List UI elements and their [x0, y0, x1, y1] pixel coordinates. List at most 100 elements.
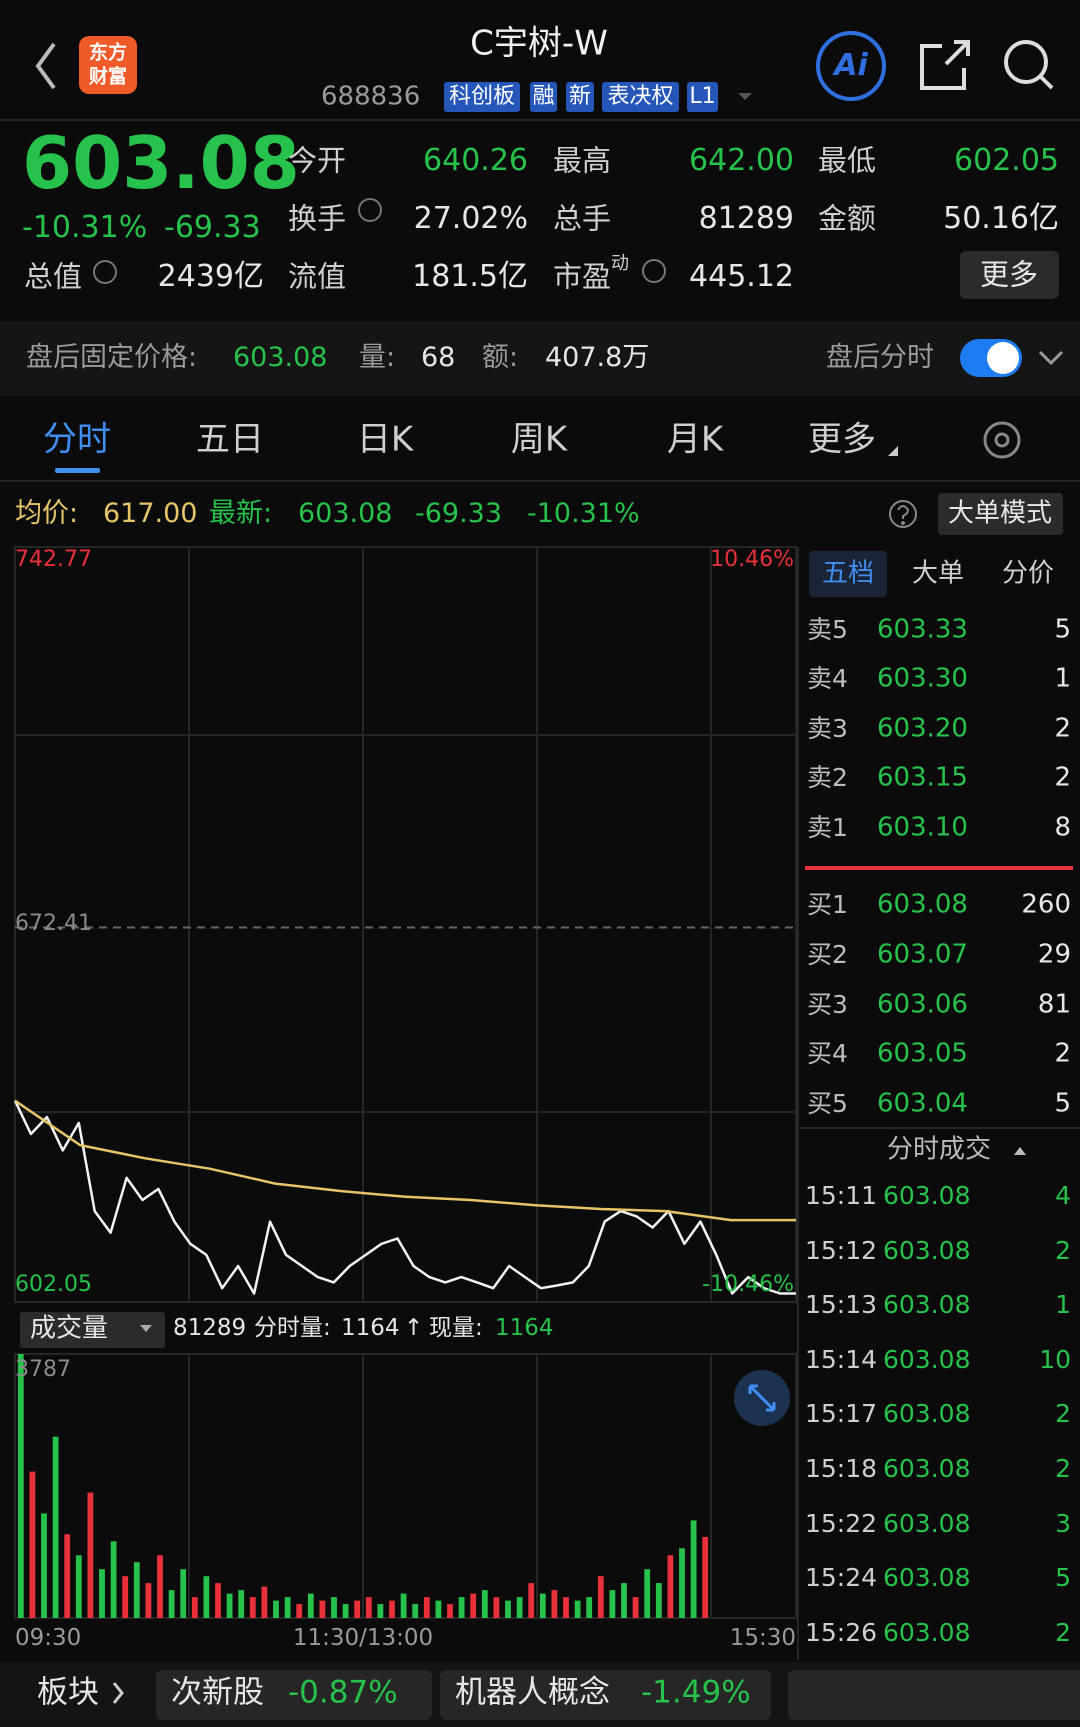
book-tab[interactable]: 五档 — [821, 558, 875, 589]
trade-time: 15:17 — [805, 1399, 878, 1429]
tag-text: 融 — [532, 83, 555, 109]
tag-text: 表决权 — [607, 83, 674, 109]
volume-bar — [273, 1600, 279, 1618]
volume-bar — [145, 1583, 152, 1618]
field-value: 2439亿 — [157, 259, 264, 294]
trade-time: 15:14 — [805, 1344, 878, 1374]
volume-bar — [505, 1600, 511, 1618]
label: 均价: — [15, 497, 79, 529]
volume-bar — [17, 1354, 24, 1618]
tag — [530, 82, 557, 112]
volume-bar — [261, 1586, 268, 1618]
level-qty: 29 — [1037, 939, 1071, 970]
level-qty: 2 — [1054, 762, 1071, 793]
volume-bar — [215, 1583, 221, 1618]
volume-bar — [609, 1590, 616, 1618]
volume-bar — [331, 1597, 337, 1618]
tab-underline — [55, 468, 100, 473]
label: 617.00 — [103, 497, 198, 529]
tag — [444, 82, 520, 112]
volume-bar — [249, 1597, 256, 1618]
after-hours-bar — [0, 321, 1080, 396]
chevron[interactable] — [1038, 350, 1064, 366]
tab[interactable]: 周K — [510, 419, 568, 460]
level-label: 买3 — [807, 990, 848, 1019]
tab[interactable]: 五日 — [196, 419, 264, 460]
tab[interactable]: 更多 — [808, 419, 876, 460]
tab[interactable]: 日K — [356, 419, 414, 460]
tab[interactable]: 分时 — [43, 419, 111, 460]
volume-bar — [644, 1569, 651, 1618]
trade-time: 15:11 — [805, 1181, 878, 1210]
volume-bar — [621, 1583, 627, 1618]
price-frame — [14, 546, 797, 1303]
volume-frame — [14, 1353, 797, 1619]
tag-text: 新 — [568, 83, 592, 109]
trade-qty: 2 — [1055, 1235, 1071, 1265]
volume-selector-text[interactable]: 成交量 — [30, 1313, 109, 1344]
label: 盘后固定价格: — [26, 341, 198, 373]
ai-icon[interactable] — [816, 31, 886, 101]
mode-button[interactable] — [938, 493, 1063, 535]
volume-bar — [296, 1604, 303, 1618]
y-tick-label: 742.77 — [15, 546, 92, 572]
trade-price: 603.08 — [883, 1617, 971, 1647]
level-price: 603.15 — [877, 762, 968, 793]
volume-bar — [41, 1513, 47, 1618]
field-label: 总手 — [553, 201, 612, 236]
volume-bar — [597, 1576, 604, 1618]
share-icon[interactable] — [920, 40, 970, 90]
level-qty: 2 — [1054, 1038, 1071, 1069]
y-tick-label: 672.41 — [15, 910, 92, 936]
field-value: 642.00 — [689, 143, 794, 178]
volume-bar — [64, 1534, 71, 1618]
back-button[interactable] — [35, 42, 56, 90]
trade-qty: 10 — [1039, 1344, 1071, 1374]
label: 分时量: — [254, 1315, 331, 1342]
sector-pill[interactable] — [156, 1670, 432, 1720]
volume-bar — [563, 1597, 569, 1618]
trade-price: 603.08 — [883, 1508, 971, 1538]
more-button-text[interactable]: 更多 — [979, 257, 1039, 292]
label: 407.8万 — [545, 341, 650, 373]
ai-button[interactable]: Ai — [834, 48, 868, 83]
search-icon[interactable] — [1004, 40, 1054, 90]
volume-bar — [284, 1597, 291, 1618]
collapse-triangle[interactable] — [1014, 1147, 1026, 1155]
x-tick-label: 11:30/13:00 — [292, 1625, 434, 1652]
level-label: 卖5 — [807, 615, 848, 644]
field-label: 最高 — [553, 143, 612, 178]
sector-name[interactable]: 机器人概念 — [455, 1674, 610, 1711]
settings-icon[interactable] — [983, 421, 1021, 459]
more-triangle — [888, 446, 898, 456]
level-label: 卖4 — [807, 664, 848, 693]
book-tab[interactable]: 大单 — [911, 558, 965, 589]
trade-time: 15:13 — [805, 1290, 878, 1320]
label: 1164 — [495, 1315, 554, 1342]
level-label: 买4 — [807, 1039, 848, 1068]
book-tab[interactable]: 分价 — [1001, 558, 1055, 589]
help-icon[interactable] — [889, 500, 917, 528]
chevron — [112, 1682, 124, 1704]
level-qty: 2 — [1054, 713, 1071, 744]
volume-bar — [470, 1593, 477, 1618]
trade-time: 15:18 — [805, 1454, 878, 1483]
volume-selector[interactable] — [20, 1312, 165, 1348]
trade-price: 603.08 — [883, 1454, 971, 1483]
volume-bar — [342, 1604, 349, 1618]
tag — [687, 82, 718, 112]
logo-text: 东方 — [88, 41, 128, 64]
sector-name[interactable]: 次新股 — [171, 1674, 264, 1711]
volume-bar — [667, 1555, 674, 1618]
dropdown-icon[interactable] — [738, 93, 752, 100]
sector-pill[interactable] — [440, 1670, 771, 1720]
mode-button-text[interactable]: 大单模式 — [947, 498, 1053, 529]
tab[interactable]: 月K — [666, 419, 724, 460]
trade-qty: 3 — [1055, 1508, 1071, 1538]
price-line — [14, 1099, 796, 1222]
more-button[interactable] — [960, 251, 1059, 299]
y2-tick-label: 10.46% — [710, 546, 794, 572]
label: 81289 — [173, 1315, 247, 1342]
volume-bar — [29, 1471, 36, 1618]
sector-pill[interactable] — [788, 1670, 1080, 1720]
